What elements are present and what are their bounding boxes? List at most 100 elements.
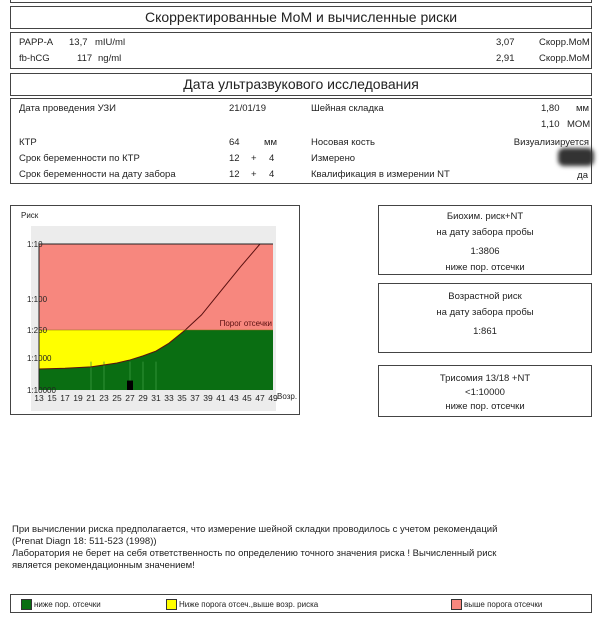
x-tick-label: 17 (60, 393, 70, 403)
nt-label: Шейная складка (311, 103, 384, 114)
patient-marker (127, 380, 133, 390)
nasal-label: Носовая кость (311, 137, 375, 148)
below-cutoff-area (39, 330, 273, 390)
qual-value: да (577, 170, 588, 181)
x-tick-label: 19 (73, 393, 83, 403)
us-section-title: Дата ультразвукового исследования (10, 73, 592, 96)
risk-chart-box: Риск 1:10 1:100 1:250 1:1000 1:10000 13 15 17 19… (10, 205, 300, 415)
cutoff-label: Порог отсечки (220, 319, 272, 328)
ktr-unit: мм (264, 137, 278, 148)
x-tick-label: 27 (125, 393, 135, 403)
us-table: Дата проведения УЗИ 21/01/19 КТР 64 мм С… (10, 98, 592, 184)
x-tick-label: 25 (112, 393, 122, 403)
x-tick-label: 39 (203, 393, 213, 403)
hcg-value: 117 (77, 53, 93, 64)
nt-unit: мм (576, 103, 590, 114)
hcg-mom: 2,91 (496, 53, 515, 64)
note-line: (Prenat Diagn 18: 511-523 (1998)) (12, 536, 157, 547)
x-tick-label: 41 (216, 393, 226, 403)
age-risk-curve (38, 243, 261, 370)
nt-mom: 1,10 (541, 119, 560, 130)
legend-label: выше порога отсечки (464, 600, 543, 609)
note-line: является рекомендационным значением! (12, 560, 195, 571)
measured-label: Измерено (311, 153, 356, 164)
legend-label: ниже пор. отсечки (34, 600, 101, 609)
ktr-label: КТР (19, 137, 37, 148)
biochem-risk-box: Биохим. риск+NT на дату забора пробы 1:3… (378, 205, 592, 275)
risk-sub: на дату забора пробы (436, 227, 534, 238)
ga-ktr-label: Срок беременности по КТР (19, 153, 140, 164)
legend-label: Ниже порога отсеч.,выше возр. риска (179, 600, 319, 609)
legend: ниже пор. отсечки Ниже порога отсеч.,выш… (10, 594, 592, 613)
x-axis-label: Возр. (277, 392, 297, 401)
papp-mom: 3,07 (496, 37, 515, 48)
legend-swatch (451, 599, 462, 610)
x-tick-label: 15 (47, 393, 57, 403)
trisomy-risk-box: Трисомия 13/18 +NT <1:10000 ниже пор. от… (378, 365, 592, 417)
risk-title: Возрастной риск (448, 291, 522, 302)
us-date: 21/01/19 (229, 103, 266, 114)
ga-draw-days: 4 (269, 169, 275, 180)
x-tick-label: 35 (177, 393, 187, 403)
ga-draw-weeks: 12 (229, 169, 240, 180)
risk-value: 1:3806 (470, 246, 500, 257)
y-tick-label: 1:10 (27, 240, 43, 249)
risk-status: ниже пор. отсечки (445, 401, 525, 412)
y-axis-label: Риск (21, 211, 39, 220)
ga-ktr-days: 4 (269, 153, 275, 164)
hcg-name: fb-hCG (19, 53, 50, 64)
x-tick-label: 43 (229, 393, 239, 403)
plus-sign: + (251, 169, 257, 180)
ga-ktr-weeks: 12 (229, 153, 240, 164)
nt-mom-unit: МОМ (567, 119, 591, 130)
y-tick-label: 1:100 (27, 295, 48, 304)
risk-title: Биохим. риск+NT (446, 211, 524, 222)
x-tick-label: 13 (34, 393, 44, 403)
nt-value: 1,80 (541, 103, 560, 114)
risk-sub: на дату забора пробы (436, 307, 534, 318)
ga-draw-label: Срок беременности на дату забора (19, 169, 176, 180)
x-tick-label: 23 (99, 393, 109, 403)
us-date-label: Дата проведения УЗИ (19, 103, 116, 114)
y-tick-label: 1:1000 (27, 354, 52, 363)
papp-value: 13,7 (69, 37, 88, 48)
above-cutoff-area (39, 244, 273, 330)
ktr-value: 64 (229, 137, 240, 148)
risk-title: Трисомия 13/18 +NT (439, 373, 531, 384)
y-tick-label: 1:10000 (27, 386, 56, 395)
papp-mom-label: Скорр.МоМ (539, 37, 590, 48)
mom-table: PAPP-A 13,7 mIU/ml 3,07 Скорр.МоМ fb-hCG… (10, 32, 592, 69)
legend-item-above: выше порога отсечки (451, 599, 542, 610)
mom-section-title: Скорректированные МоМ и вычисленные риск… (10, 6, 592, 29)
hcg-mom-label: Скорр.МоМ (539, 53, 590, 64)
papp-name: PAPP-A (19, 37, 54, 48)
top-section-box (10, 0, 592, 3)
legend-swatch (166, 599, 177, 610)
hcg-unit: ng/ml (98, 53, 122, 64)
risk-value: <1:10000 (465, 387, 505, 398)
redacted-name (558, 148, 594, 166)
note-line: При вычислении риска предполагается, что… (12, 524, 498, 535)
legend-swatch (21, 599, 32, 610)
nasal-value: Визуализируется (513, 137, 589, 148)
legend-item-below: ниже пор. отсечки (21, 599, 101, 610)
papp-unit: mIU/ml (95, 37, 126, 48)
risk-status: ниже пор. отсечки (445, 262, 525, 273)
risk-value: 1:861 (473, 326, 497, 337)
x-tick-label: 49 (268, 393, 278, 403)
x-tick-label: 21 (86, 393, 96, 403)
x-tick-label: 33 (164, 393, 174, 403)
legend-item-between: Ниже порога отсеч.,выше возр. риска (166, 599, 318, 610)
note-line: Лаборатория не берет на себя ответственн… (12, 548, 497, 559)
x-tick-label: 37 (190, 393, 200, 403)
plus-sign: + (251, 153, 257, 164)
x-tick-label: 31 (151, 393, 161, 403)
disclaimer: При вычислении риска предполагается, что… (12, 524, 497, 572)
y-tick-label: 1:250 (27, 326, 48, 335)
x-tick-label: 47 (255, 393, 265, 403)
qual-label: Квалификация в измерении NT (311, 169, 450, 180)
x-tick-label: 45 (242, 393, 252, 403)
x-tick-label: 29 (138, 393, 148, 403)
age-risk-box: Возрастной риск на дату забора пробы 1:8… (378, 283, 592, 353)
